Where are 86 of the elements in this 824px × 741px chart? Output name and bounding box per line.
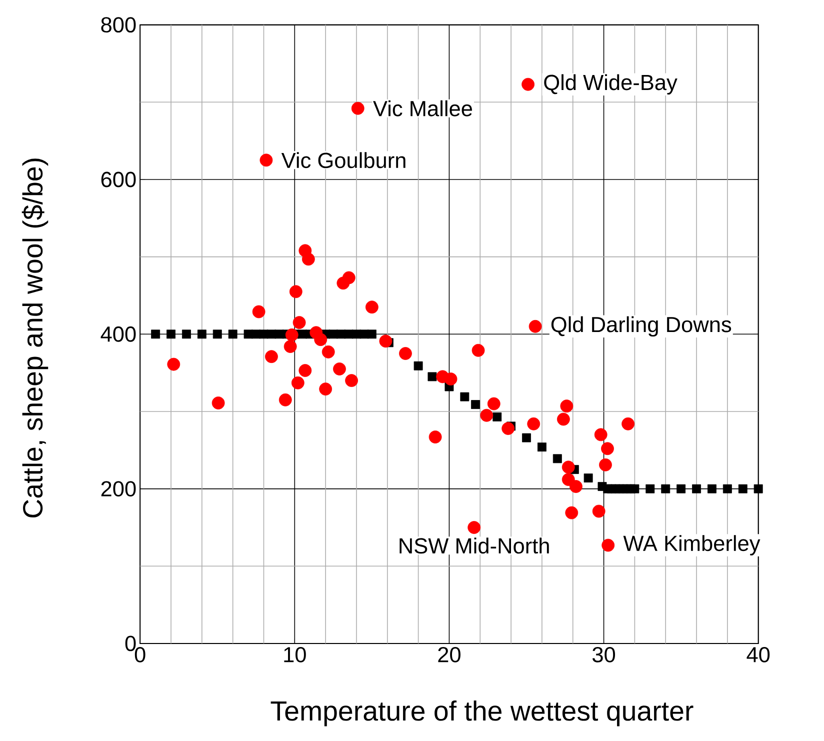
point bbox=[584, 474, 593, 482]
point bbox=[622, 417, 635, 430]
point bbox=[676, 484, 686, 494]
point bbox=[252, 305, 266, 318]
point bbox=[537, 442, 546, 452]
point bbox=[552, 454, 562, 464]
point bbox=[528, 320, 542, 333]
point bbox=[291, 376, 304, 390]
y-tick-label: 0 bbox=[125, 636, 136, 652]
point bbox=[367, 330, 376, 339]
point bbox=[738, 484, 748, 494]
point bbox=[302, 252, 315, 266]
point bbox=[522, 78, 534, 91]
point bbox=[265, 350, 278, 364]
point bbox=[708, 484, 716, 494]
annotation: Qld Wide-Bay bbox=[544, 74, 678, 95]
y-tick-label: 400 bbox=[100, 326, 136, 342]
point bbox=[379, 334, 392, 348]
point bbox=[468, 521, 481, 534]
point bbox=[480, 408, 494, 422]
point bbox=[565, 506, 578, 520]
point bbox=[562, 460, 575, 474]
point bbox=[365, 300, 378, 314]
point bbox=[333, 362, 346, 376]
point bbox=[661, 484, 670, 494]
x-tick-label: 30 bbox=[592, 646, 616, 662]
point bbox=[692, 484, 701, 494]
x-tick-label: 10 bbox=[284, 646, 306, 662]
annotation: Qld Darling Downs bbox=[551, 316, 732, 337]
point bbox=[602, 538, 615, 552]
point bbox=[228, 330, 238, 339]
point bbox=[298, 364, 312, 377]
x-tick-label: 20 bbox=[438, 646, 460, 662]
point bbox=[351, 102, 364, 115]
point bbox=[278, 393, 292, 406]
point bbox=[345, 374, 358, 388]
point bbox=[151, 330, 160, 339]
annotation: NSW Mid-North bbox=[400, 538, 549, 554]
point bbox=[212, 330, 222, 339]
point bbox=[292, 316, 306, 330]
point bbox=[722, 484, 732, 494]
point bbox=[502, 422, 515, 435]
point bbox=[285, 328, 298, 342]
y-axis-title: Cattle, sheep and wool ($/be) bbox=[22, 158, 48, 518]
point bbox=[399, 347, 412, 360]
point bbox=[342, 271, 356, 284]
point bbox=[289, 285, 302, 298]
point bbox=[570, 480, 582, 493]
point bbox=[428, 430, 442, 444]
point bbox=[182, 330, 191, 339]
point bbox=[322, 345, 335, 358]
point bbox=[284, 340, 297, 353]
annotation: Vic Mallee bbox=[373, 100, 472, 116]
point bbox=[754, 484, 763, 494]
point bbox=[428, 372, 437, 382]
point bbox=[646, 484, 655, 494]
point bbox=[592, 504, 606, 518]
annotation: Vic Goulburn bbox=[281, 152, 406, 168]
x-axis-title: Temperature of the wettest quarter bbox=[270, 700, 694, 726]
point bbox=[594, 428, 608, 442]
point bbox=[314, 333, 328, 346]
y-tick-label: 200 bbox=[101, 481, 136, 497]
point bbox=[599, 458, 612, 472]
point bbox=[472, 344, 485, 357]
point bbox=[630, 484, 640, 494]
point bbox=[522, 433, 531, 442]
point bbox=[471, 400, 480, 409]
point bbox=[260, 154, 273, 167]
point bbox=[560, 400, 574, 413]
point bbox=[414, 361, 423, 370]
point bbox=[197, 330, 206, 339]
point bbox=[601, 442, 614, 456]
annotation: WA Kimberley bbox=[623, 535, 760, 556]
point bbox=[487, 397, 500, 410]
point bbox=[166, 330, 176, 339]
point bbox=[212, 396, 225, 410]
point bbox=[492, 412, 502, 422]
x-tick-label: 40 bbox=[746, 646, 770, 662]
point bbox=[556, 412, 570, 426]
point bbox=[527, 417, 540, 430]
y-tick-label: 600 bbox=[101, 172, 136, 188]
y-tick-label: 800 bbox=[101, 17, 136, 33]
point bbox=[167, 358, 180, 371]
point bbox=[319, 382, 332, 396]
point bbox=[460, 392, 470, 402]
point bbox=[444, 372, 458, 386]
